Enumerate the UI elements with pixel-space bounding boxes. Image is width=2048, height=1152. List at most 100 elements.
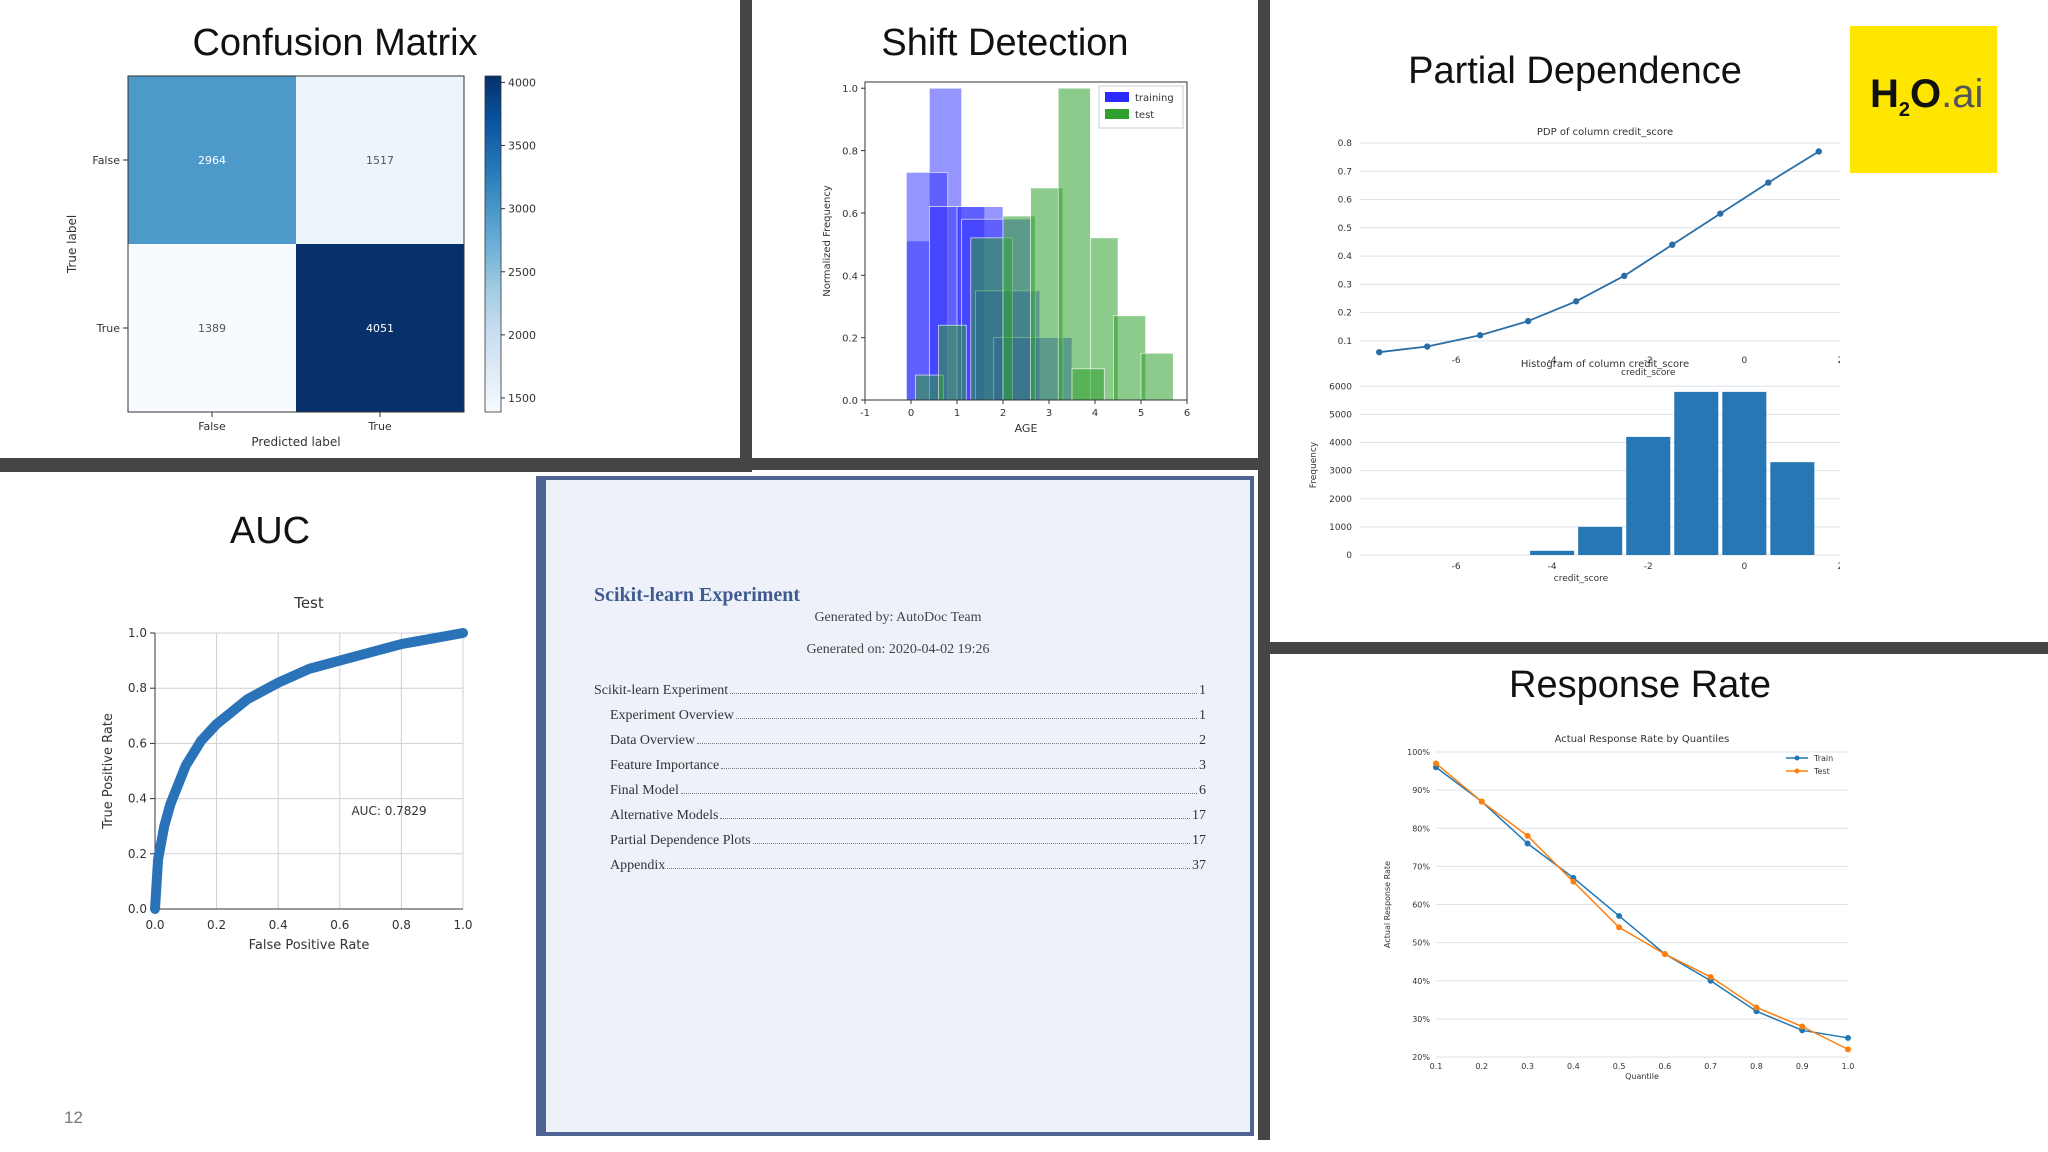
pd-hist-bar bbox=[1674, 391, 1719, 555]
pd-point bbox=[1717, 210, 1724, 217]
response-point bbox=[1570, 878, 1577, 885]
pd-point bbox=[1669, 241, 1676, 248]
y-tick-label: 0.4 bbox=[1338, 252, 1353, 262]
logo-wordmark: H2O.ai bbox=[1870, 72, 1984, 121]
y-tick-label: 1.0 bbox=[842, 84, 858, 95]
divider-top-left-bottom bbox=[0, 458, 740, 472]
toc-dot-leader bbox=[667, 868, 1190, 869]
response-point bbox=[1845, 1034, 1851, 1041]
legend-marker bbox=[1794, 755, 1800, 761]
toc-entry: Data Overview 2 bbox=[594, 724, 1206, 749]
legend-swatch bbox=[1105, 92, 1129, 102]
response-line-Train bbox=[1435, 766, 1849, 1039]
y-axis-label: Frequency bbox=[1309, 441, 1319, 488]
y-tick-label: 0.6 bbox=[128, 736, 147, 750]
toc-entry: Alternative Models 17 bbox=[594, 799, 1206, 824]
x-tick-label: 0.8 bbox=[392, 918, 411, 932]
partial-dependence-title: Partial Dependence bbox=[1408, 50, 1742, 92]
confusion-matrix-chart: 2964 1517 1389 4051 False True False True Predic… bbox=[65, 75, 536, 449]
y-tick-label: 70% bbox=[1412, 862, 1430, 871]
auc-title: AUC bbox=[229, 510, 311, 552]
response-rate-title: Response Rate bbox=[1509, 664, 1771, 706]
confusion-cell-value: 4051 bbox=[366, 322, 394, 335]
pd-hist-bar bbox=[1530, 550, 1575, 555]
table-of-contents: Scikit-learn Experiment 1 Experiment Overv… bbox=[594, 674, 1206, 874]
confusion-cell-value: 1517 bbox=[366, 154, 394, 167]
confusion-cell bbox=[296, 76, 464, 244]
y-tick-label: 0.0 bbox=[128, 902, 147, 916]
x-tick-label: 1 bbox=[954, 408, 960, 419]
x-tick-label: -1 bbox=[860, 408, 870, 419]
x-tick-label: 1.0 bbox=[453, 918, 472, 932]
y-tick-label: 0.8 bbox=[1338, 139, 1353, 149]
x-tick-label: 0 bbox=[908, 408, 914, 419]
x-tick-label: 4 bbox=[1092, 408, 1098, 419]
pd-point bbox=[1815, 148, 1822, 155]
toc-entry-page: 17 bbox=[1192, 833, 1206, 848]
y-tick-label: 100% bbox=[1407, 748, 1430, 757]
toc-entry-label: Feature Importance bbox=[610, 758, 720, 773]
x-tick-label: 0.4 bbox=[269, 918, 288, 932]
y-tick-label: 0.6 bbox=[1338, 196, 1353, 206]
x-tick-label: 2 bbox=[1838, 356, 1840, 366]
y-tick-label: 3000 bbox=[1329, 467, 1352, 477]
toc-entry-label: Final Model bbox=[610, 783, 679, 798]
x-axis-label: Quantile bbox=[1625, 1072, 1659, 1081]
shift-detection-title: Shift Detection bbox=[881, 22, 1129, 64]
colorbar-tick-label: 3000 bbox=[508, 203, 536, 216]
histogram-bar-test bbox=[1030, 187, 1064, 401]
y-tick-label: 40% bbox=[1412, 977, 1430, 986]
pd-point bbox=[1476, 332, 1484, 339]
y-tick-label: 0.4 bbox=[128, 792, 147, 806]
legend-label: training bbox=[1135, 93, 1174, 104]
pd-hist-bar bbox=[1770, 462, 1815, 555]
auc-subtitle: Test bbox=[293, 594, 324, 612]
x-tick-label: 1.0 bbox=[1842, 1062, 1855, 1071]
confusion-cell bbox=[128, 244, 296, 412]
y-tick-label: 80% bbox=[1412, 824, 1430, 833]
x-tick-label: 0.3 bbox=[1521, 1062, 1534, 1071]
toc-entry-page: 1 bbox=[1199, 708, 1206, 723]
toc-entry-label: Partial Dependence Plots bbox=[610, 833, 751, 848]
x-tick-label: 0.4 bbox=[1567, 1062, 1580, 1071]
h2o-logo: H2O.ai bbox=[1850, 26, 1997, 173]
confusion-cell-value: 2964 bbox=[198, 154, 226, 167]
histogram-bar-test bbox=[1057, 87, 1091, 401]
x-tick-label: 0.6 bbox=[330, 918, 349, 932]
y-tick-label: 6000 bbox=[1329, 382, 1352, 392]
y-tick-label: False bbox=[92, 154, 120, 167]
divider-right-horizontal bbox=[1270, 642, 2048, 654]
pd-point bbox=[1376, 348, 1383, 356]
y-tick-label: 0.3 bbox=[1338, 280, 1352, 290]
confusion-frame bbox=[127, 75, 465, 413]
confusion-cell bbox=[128, 76, 296, 244]
x-tick-label: 0.5 bbox=[1613, 1062, 1626, 1071]
shift-detection-chart: -1 0 1 2 3 4 5 6 0.0 0.2 0.4 0.6 0.8 1.0 AGE Normalized… bbox=[822, 81, 1190, 435]
auc-chart: Test 0.0 0.2 0.4 0.6 0.8 1.0 0.0 0.2 0.4 0.6 0.8 1.0… bbox=[101, 594, 473, 953]
toc-entry: Feature Importance 3 bbox=[594, 749, 1206, 774]
pd-point bbox=[1765, 179, 1772, 186]
legend-label: Train bbox=[1813, 754, 1833, 763]
divider-top-vertical-2 bbox=[1258, 0, 1270, 1140]
legend-label: test bbox=[1135, 110, 1154, 121]
x-tick-label: 0.9 bbox=[1796, 1062, 1809, 1071]
pd-hist-bar bbox=[1578, 526, 1623, 555]
colorbar bbox=[484, 75, 502, 413]
toc-entry-page: 1 bbox=[1199, 683, 1206, 698]
y-axis-label: Normalized Frequency bbox=[822, 185, 833, 297]
y-tick-label: 0.8 bbox=[128, 681, 147, 695]
response-point bbox=[1616, 912, 1623, 919]
x-tick-label: 5 bbox=[1138, 408, 1144, 419]
x-tick-label: -6 bbox=[1452, 562, 1461, 572]
y-tick-label: 0.6 bbox=[842, 209, 858, 220]
doc-generated-on: Generated on: 2020-04-02 19:26 bbox=[806, 642, 990, 657]
y-tick-label: 30% bbox=[1412, 1015, 1430, 1024]
response-chart-title: Actual Response Rate by Quantiles bbox=[1555, 734, 1730, 745]
response-line-Test bbox=[1435, 762, 1849, 1051]
x-axis-label: credit_score bbox=[1554, 574, 1609, 584]
x-tick-label: -2 bbox=[1644, 562, 1653, 572]
response-point bbox=[1478, 798, 1485, 805]
plot-frame bbox=[864, 81, 1188, 401]
toc-entry-label: Scikit-learn Experiment bbox=[594, 683, 729, 698]
x-tick-label: -2 bbox=[1644, 356, 1653, 366]
